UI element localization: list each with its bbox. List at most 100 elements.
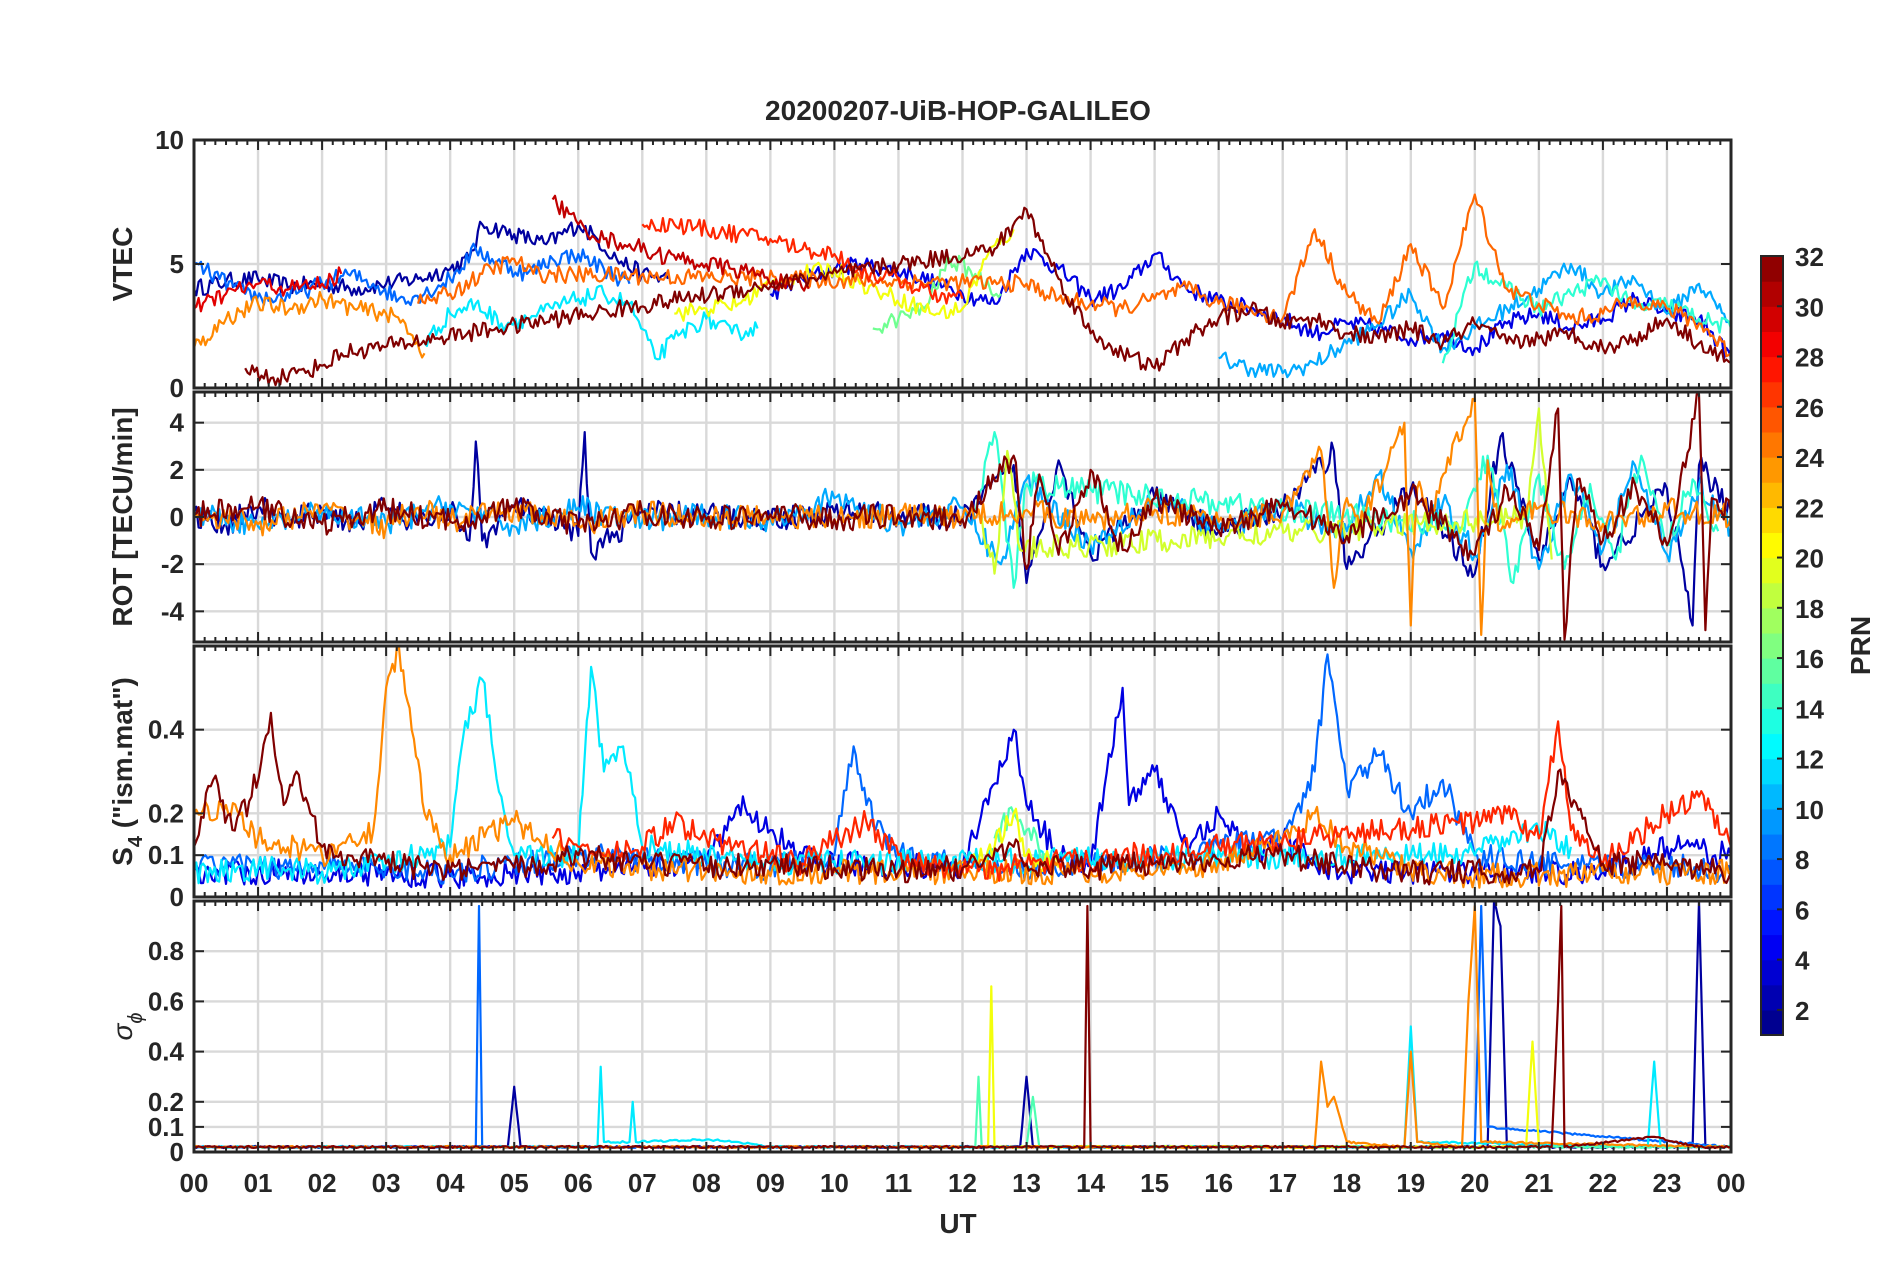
colorbar-tick-label: 2: [1795, 996, 1809, 1026]
colorbar-segment: [1761, 934, 1783, 961]
colorbar-segment: [1761, 482, 1783, 508]
colorbar-tick-label: 10: [1795, 795, 1824, 825]
y-tick-label: 0: [170, 882, 184, 912]
y-tick-label: 0.2: [148, 1087, 184, 1117]
x-tick-label: 01: [244, 1168, 273, 1198]
colorbar-segment: [1761, 557, 1783, 584]
colorbar-segment: [1761, 281, 1783, 307]
x-tick-label: 05: [500, 1168, 529, 1198]
series-prn-14: [974, 431, 1720, 589]
y-tick-label: 0: [170, 502, 184, 532]
colorbar-segment: [1761, 758, 1783, 785]
series-prn-19: [980, 407, 1553, 575]
series-prn-27: [551, 720, 1731, 882]
series-prn-8: [194, 242, 631, 307]
series-prn-32: [194, 711, 1731, 886]
colorbar-segment: [1761, 582, 1783, 609]
colorbar-tick-label: 14: [1795, 694, 1824, 724]
x-tick-label: 04: [436, 1168, 465, 1198]
panel-frame: [192, 644, 1733, 899]
colorbar-tick-label: 26: [1795, 393, 1824, 423]
x-tick-label: 14: [1076, 1168, 1105, 1198]
colorbar-tick-label: 4: [1795, 946, 1810, 976]
series-prn-32: [194, 393, 1731, 641]
y-tick-label: 10: [155, 125, 184, 155]
panel-frame: [192, 899, 1733, 1154]
x-tick-label: 23: [1652, 1168, 1681, 1198]
colorbar-tick-label: 8: [1795, 845, 1809, 875]
colorbar-frame: [1760, 255, 1784, 1036]
colorbar-segment: [1761, 356, 1783, 383]
x-tick-label: 02: [308, 1168, 337, 1198]
colorbar-segment: [1761, 431, 1783, 458]
x-tick-label: 11: [885, 1168, 913, 1198]
colorbar-tick-label: 24: [1795, 443, 1824, 473]
series-prn-12: [194, 665, 1572, 885]
traces-rot: [194, 393, 1731, 641]
colorbar-segment: [1761, 909, 1783, 936]
colorbar-segment: [1761, 532, 1783, 559]
colorbar-segment: [1761, 406, 1783, 433]
y-tick-label: 0.4: [148, 715, 185, 745]
x-tick-label: 22: [1588, 1168, 1617, 1198]
chart-title: 20200207-UiB-HOP-GALILEO: [765, 95, 1151, 126]
traces-s4: [194, 646, 1731, 890]
colorbar-segment: [1761, 808, 1783, 835]
y-axis-label: σϕ: [107, 1012, 147, 1040]
colorbar-label: PRN: [1845, 616, 1876, 675]
y-tick-label: 0.4: [148, 1037, 185, 1067]
x-tick-label: 12: [948, 1168, 977, 1198]
y-axis-label: VTEC: [107, 227, 138, 302]
colorbar-tick-label: 12: [1795, 745, 1824, 775]
traces-vtec: [194, 193, 1731, 387]
panel-s4: 0 0.1 0.2 0.4S4 ("ism.mat"): [107, 644, 1733, 912]
panel-rot: -4 -2 0 2 4 ROT [TECU/min]: [107, 390, 1733, 644]
colorbar-segment: [1761, 708, 1783, 735]
x-tick-label: 17: [1268, 1168, 1297, 1198]
x-axis: 00 01 02 03 04 05 06 07 08 09 10 11 12 13 14 15 16 17 18 19…: [180, 1168, 1746, 1198]
x-tick-label: 19: [1396, 1168, 1425, 1198]
colorbar-segment: [1761, 507, 1783, 534]
series-prn-29: [194, 266, 343, 313]
series-prn-10: [1218, 262, 1731, 379]
x-tick-label: 21: [1524, 1168, 1553, 1198]
y-axis-label: S4 ("ism.mat"): [107, 677, 147, 866]
y-axis-label: ROT [TECU/min]: [107, 407, 138, 626]
x-tick-label: 16: [1204, 1168, 1233, 1198]
colorbar-segment: [1761, 833, 1783, 860]
series-prn-15: [993, 806, 1047, 863]
colorbar-tick-label: 16: [1795, 644, 1824, 674]
x-tick-label: 13: [1012, 1168, 1041, 1198]
x-tick-label: 20: [1460, 1168, 1489, 1198]
colorbar-segment: [1761, 306, 1783, 332]
y-tick-label: 0.8: [148, 936, 184, 966]
series-prn-32: [194, 904, 1731, 1150]
colorbar-tick-label: 30: [1795, 292, 1824, 322]
colorbar-tick-label: 22: [1795, 493, 1824, 523]
series-prn-30: [551, 194, 810, 292]
y-tick-label: 0.1: [148, 840, 184, 870]
colorbar-segment: [1761, 984, 1783, 1011]
colorbar-tick-label: 6: [1795, 895, 1809, 925]
x-tick-label: 00: [1717, 1168, 1746, 1198]
series-prn-25: [417, 193, 1731, 358]
y-tick-label: 0.6: [148, 986, 184, 1016]
panel-frame: [192, 390, 1733, 644]
colorbar-tick-label: 32: [1795, 242, 1824, 272]
panel-vtec: 0 5 10 VTEC: [107, 125, 1733, 403]
x-tick-label: 09: [756, 1168, 785, 1198]
x-tick-label: 07: [628, 1168, 657, 1198]
y-tick-label: -2: [161, 549, 184, 579]
x-tick-label: 03: [372, 1168, 401, 1198]
colorbar-segment: [1761, 632, 1783, 659]
panel-sigma_phi: 00.10.2 0.4 0.6 0.8 σϕ: [107, 899, 1733, 1167]
colorbar-segment: [1761, 859, 1783, 885]
x-axis-label: UT: [939, 1208, 976, 1239]
series-prn-14: [1441, 260, 1731, 364]
colorbar-segment: [1761, 783, 1783, 810]
y-tick-label: 4: [170, 408, 185, 438]
x-tick-label: 18: [1332, 1168, 1361, 1198]
